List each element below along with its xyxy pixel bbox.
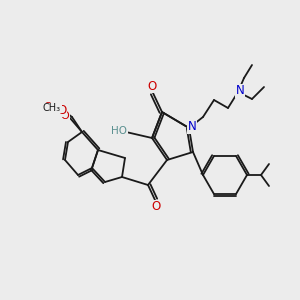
Text: O: O xyxy=(60,111,69,121)
Text: O: O xyxy=(43,102,52,112)
Text: CH₃: CH₃ xyxy=(43,103,61,113)
Text: N: N xyxy=(236,85,244,98)
Text: N: N xyxy=(188,121,196,134)
Text: HO: HO xyxy=(111,126,127,136)
Text: O: O xyxy=(57,103,67,116)
Text: O: O xyxy=(152,200,160,214)
Text: O: O xyxy=(147,80,157,92)
